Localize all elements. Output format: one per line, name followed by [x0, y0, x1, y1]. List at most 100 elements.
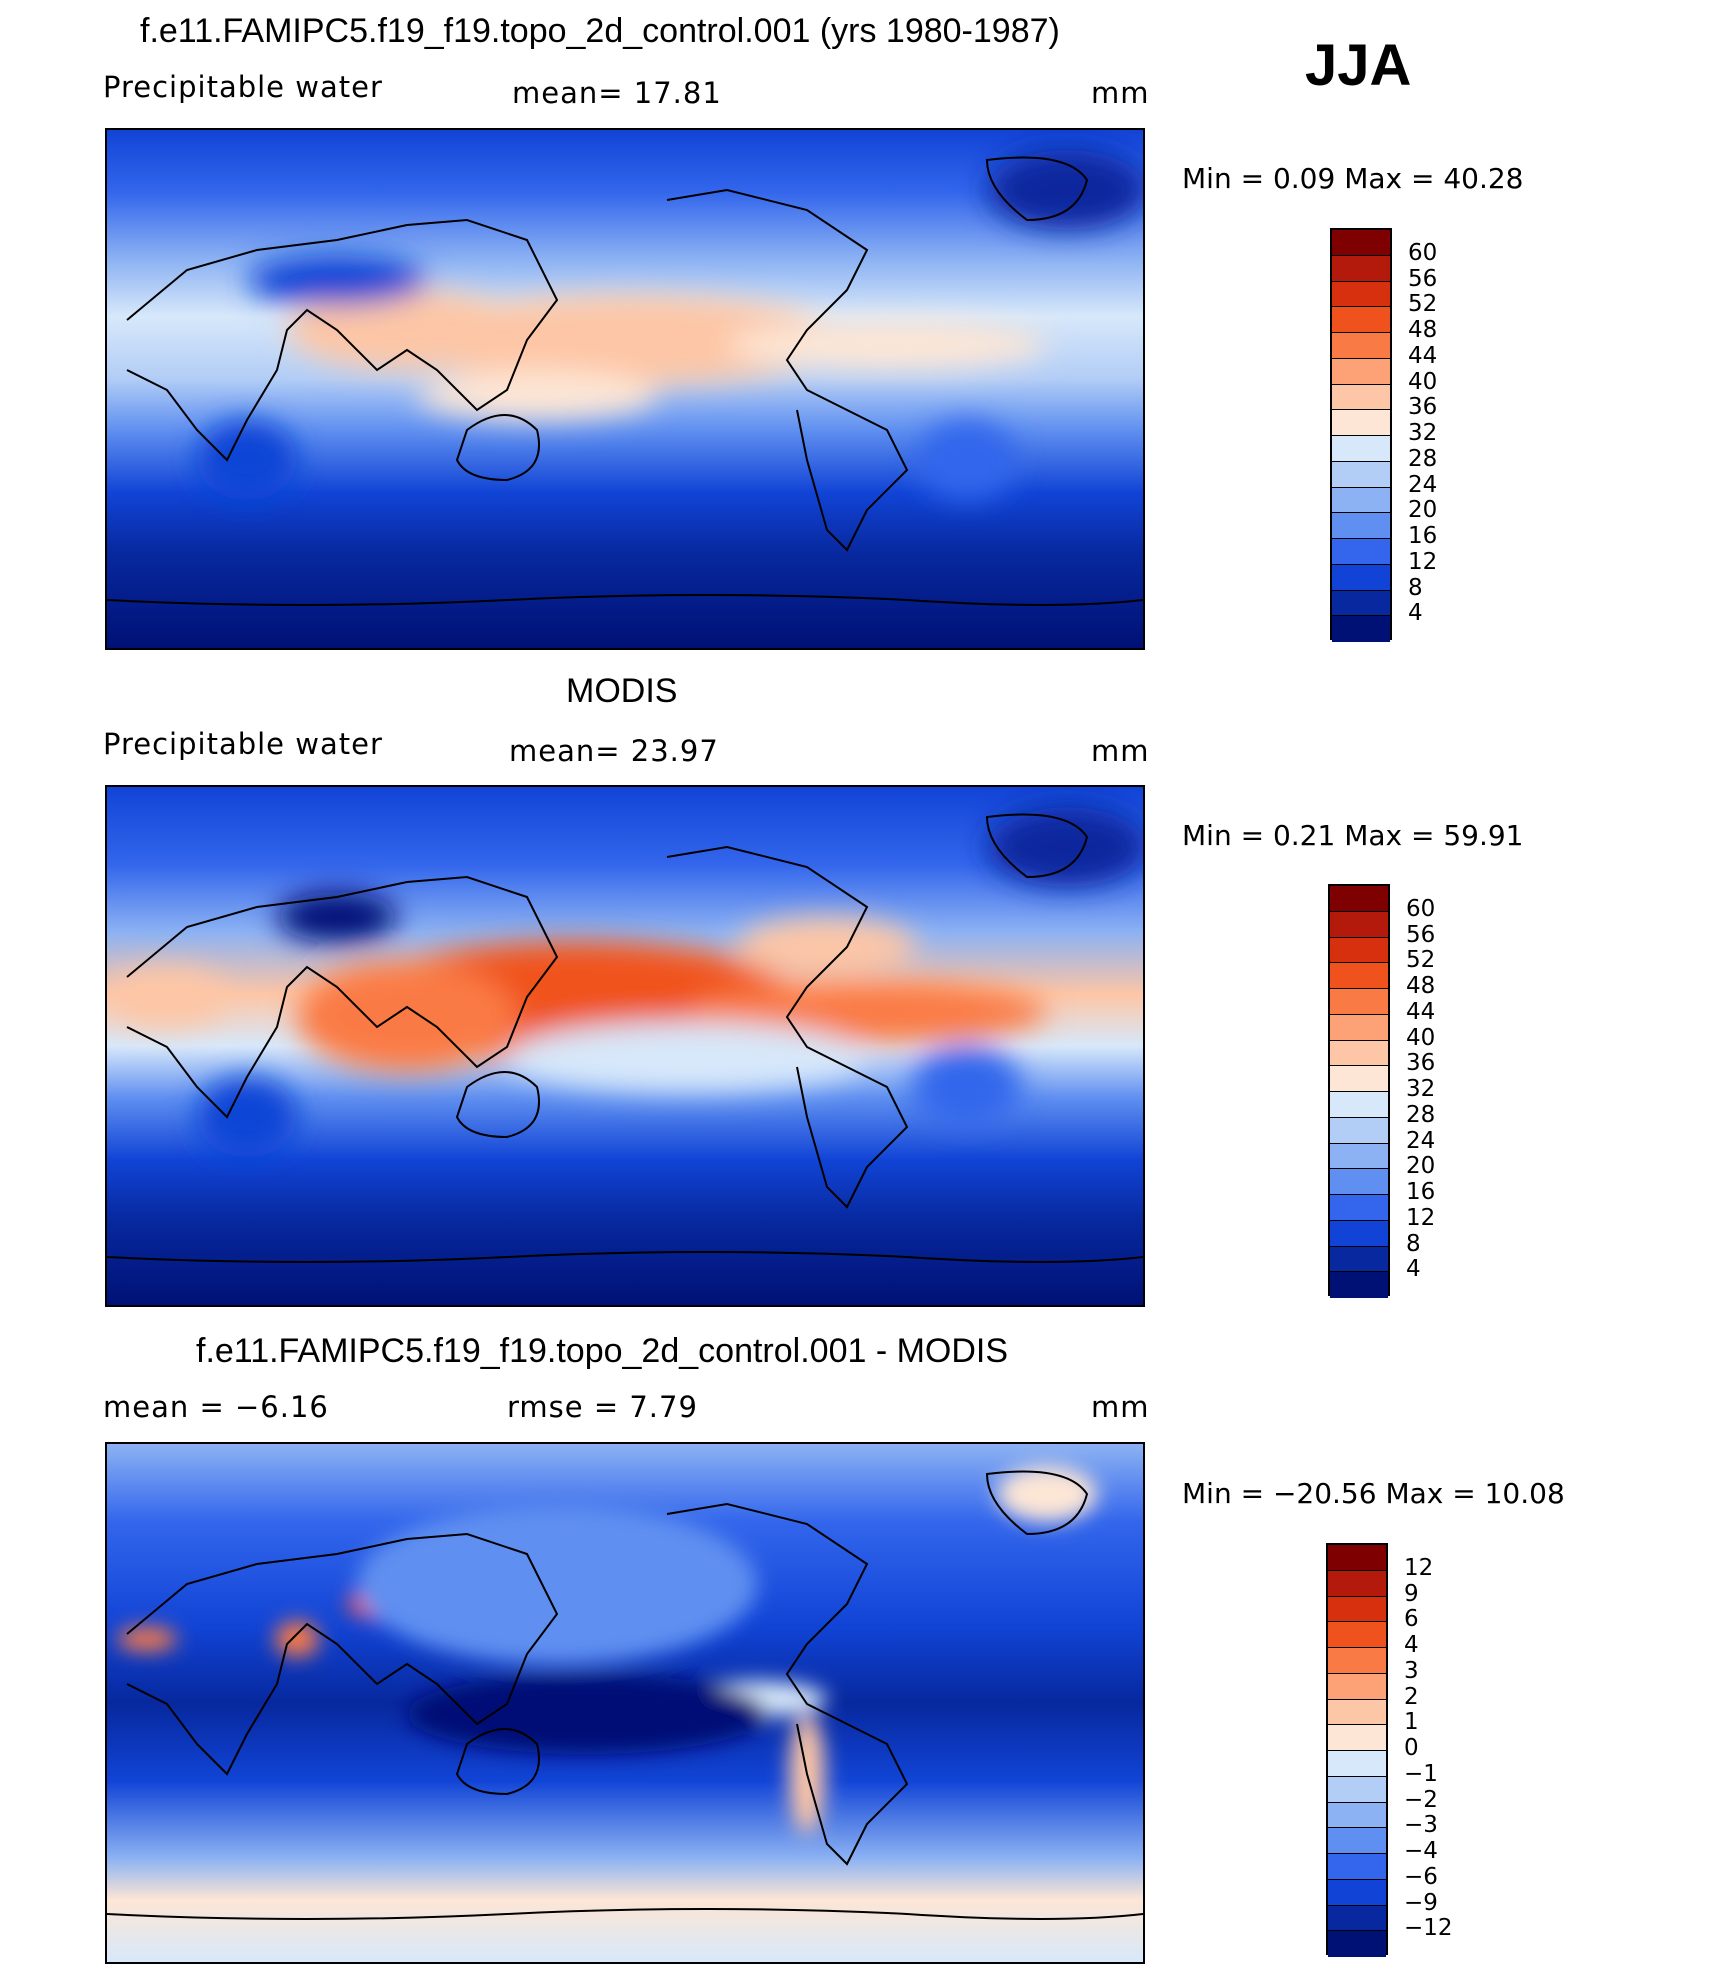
colorbar-tick-label: 9: [1404, 1580, 1419, 1607]
colorbar-segment: [1328, 1699, 1386, 1726]
colorbar-tick-label: −12: [1404, 1915, 1453, 1942]
colorbar-tick-label: 56: [1406, 921, 1436, 948]
colorbar-segment: [1332, 358, 1390, 385]
colorbar-segment: [1332, 513, 1390, 539]
colorbar-segment: [1328, 1622, 1386, 1648]
colorbar-segment: [1328, 1725, 1386, 1751]
colorbar-tick-label: −1: [1404, 1760, 1438, 1787]
panel-1-min-max: Min = 0.09 Max = 40.28: [1182, 162, 1524, 195]
panel-1-colorbar: [1330, 228, 1392, 642]
colorbar-segment: [1332, 539, 1390, 565]
colorbar-segment: [1328, 1931, 1386, 1957]
panel-1-map-svg: [107, 130, 1143, 648]
colorbar-segment: [1328, 1751, 1386, 1777]
panel-3-units-label: mm: [1091, 1390, 1150, 1424]
panel-3-rmse-label: rmse = 7.79: [507, 1390, 698, 1424]
panel-2-min-max: Min = 0.21 Max = 59.91: [1182, 819, 1524, 852]
colorbar-segment: [1330, 1195, 1388, 1221]
colorbar-tick-label: −6: [1404, 1863, 1438, 1890]
colorbar-tick-label: −4: [1404, 1838, 1438, 1864]
colorbar-tick-label: 52: [1406, 947, 1436, 974]
colorbar-tick-label: 8: [1408, 574, 1423, 601]
panel-3-map-svg: [107, 1444, 1143, 1962]
panel-2-map: [105, 785, 1145, 1307]
colorbar-tick-label: 8: [1406, 1230, 1421, 1257]
colorbar-tick-label: 28: [1408, 445, 1438, 472]
colorbar-segment: [1330, 963, 1388, 989]
colorbar-tick-label: 60: [1408, 239, 1438, 266]
colorbar-segment: [1328, 1828, 1386, 1854]
colorbar-segment: [1330, 989, 1388, 1015]
colorbar-tick-label: 4: [1408, 600, 1423, 627]
panel-1-map: [105, 128, 1145, 650]
panel-1-variable-label: Precipitable water: [103, 70, 383, 104]
colorbar-segment: [1330, 1117, 1388, 1144]
panel-1-title: f.e11.FAMIPC5.f19_f19.topo_2d_control.00…: [140, 12, 1060, 50]
panel-3-mean-label: mean = −6.16: [103, 1390, 329, 1424]
colorbar-tick-label: 60: [1406, 895, 1436, 922]
colorbar-tick-label: 32: [1408, 420, 1438, 446]
colorbar-tick-label: 12: [1408, 548, 1438, 575]
colorbar-segment: [1328, 1545, 1386, 1571]
colorbar-tick-label: 3: [1404, 1657, 1419, 1684]
panel-2-mean-label: mean= 23.97: [509, 734, 719, 768]
colorbar-segment: [1330, 1220, 1388, 1247]
panel-2-units-label: mm: [1091, 734, 1150, 768]
colorbar-tick-label: 6: [1404, 1606, 1419, 1633]
colorbar-segment: [1328, 1570, 1386, 1597]
panel-1-mean-label: mean= 17.81: [512, 76, 722, 110]
colorbar-segment: [1332, 410, 1390, 436]
colorbar-tick-label: 36: [1406, 1050, 1436, 1077]
colorbar-segment: [1328, 1802, 1386, 1829]
colorbar-tick-label: 48: [1406, 973, 1436, 999]
panel-3-colorbar: [1326, 1543, 1388, 1957]
colorbar-tick-label: 36: [1408, 394, 1438, 421]
colorbar-tick-label: 16: [1408, 523, 1438, 549]
colorbar-segment: [1332, 487, 1390, 514]
colorbar-segment: [1328, 1596, 1386, 1623]
colorbar-segment: [1330, 1246, 1388, 1273]
colorbar-segment: [1328, 1673, 1386, 1700]
colorbar-segment: [1332, 281, 1390, 308]
colorbar-tick-label: 44: [1408, 342, 1438, 369]
colorbar-tick-label: 56: [1408, 265, 1438, 292]
colorbar-segment: [1330, 1272, 1388, 1298]
colorbar-segment: [1332, 590, 1390, 617]
colorbar-segment: [1332, 255, 1390, 282]
colorbar-segment: [1332, 564, 1390, 591]
colorbar-tick-label: −9: [1404, 1889, 1438, 1916]
colorbar-segment: [1330, 911, 1388, 938]
panel-2-map-svg: [107, 787, 1143, 1305]
colorbar-segment: [1330, 1092, 1388, 1118]
colorbar-tick-label: 4: [1404, 1632, 1419, 1658]
colorbar-tick-label: 12: [1404, 1554, 1434, 1581]
colorbar-tick-label: 24: [1406, 1127, 1436, 1154]
colorbar-segment: [1332, 307, 1390, 333]
panel-2-title: MODIS: [566, 672, 678, 710]
colorbar-segment: [1328, 1854, 1386, 1880]
colorbar-segment: [1332, 230, 1390, 256]
colorbar-tick-label: 20: [1406, 1153, 1436, 1180]
colorbar-tick-label: 32: [1406, 1076, 1436, 1102]
colorbar-tick-label: 44: [1406, 998, 1436, 1025]
colorbar-segment: [1328, 1905, 1386, 1932]
colorbar-tick-label: 28: [1406, 1101, 1436, 1128]
colorbar-tick-label: 12: [1406, 1204, 1436, 1231]
colorbar-tick-label: 4: [1406, 1256, 1421, 1283]
colorbar-tick-label: 48: [1408, 317, 1438, 343]
colorbar-segment: [1332, 333, 1390, 359]
colorbar-segment: [1330, 886, 1388, 912]
panel-3-min-max: Min = −20.56 Max = 10.08: [1182, 1477, 1565, 1510]
colorbar-segment: [1328, 1879, 1386, 1906]
colorbar-segment: [1330, 1169, 1388, 1195]
colorbar-segment: [1330, 937, 1388, 964]
colorbar-segment: [1332, 384, 1390, 411]
colorbar-tick-label: 40: [1406, 1024, 1436, 1051]
panel-1-units-label: mm: [1091, 76, 1150, 110]
season-label: JJA: [1305, 33, 1412, 98]
colorbar-tick-label: 16: [1406, 1179, 1436, 1205]
colorbar-segment: [1332, 436, 1390, 462]
colorbar-tick-label: 40: [1408, 368, 1438, 395]
colorbar-segment: [1332, 616, 1390, 642]
colorbar-tick-label: 0: [1404, 1735, 1419, 1761]
